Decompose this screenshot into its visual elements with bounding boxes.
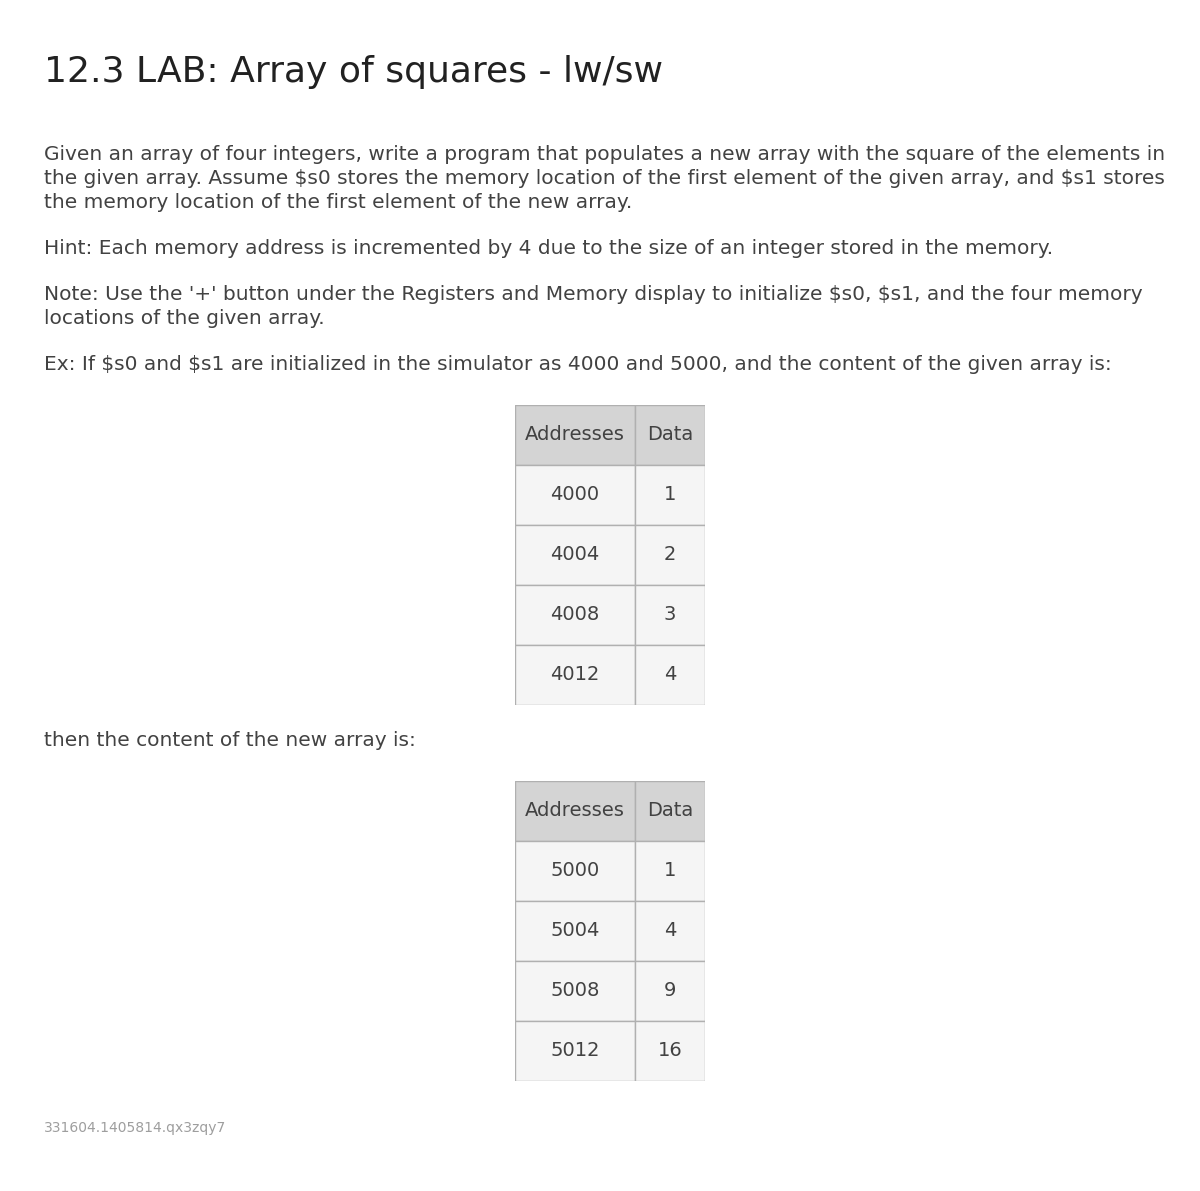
Text: 12.3 LAB: Array of squares - lw/sw: 12.3 LAB: Array of squares - lw/sw (44, 55, 662, 89)
Text: then the content of the new array is:: then the content of the new array is: (44, 731, 416, 750)
Bar (515, 841, 635, 902)
Bar (515, 781, 635, 841)
Bar (635, 525, 704, 585)
Bar (515, 961, 635, 1021)
Bar (515, 585, 635, 646)
Text: Given an array of four integers, write a program that populates a new array with: Given an array of four integers, write a… (44, 145, 1165, 164)
Text: Note: Use the '+' button under the Registers and Memory display to initialize \$: Note: Use the '+' button under the Regis… (44, 285, 1142, 304)
Text: the given array. Assume \$s0 stores the memory location of the first element of : the given array. Assume \$s0 stores the … (44, 169, 1165, 188)
Bar (635, 841, 704, 902)
Text: 9: 9 (664, 981, 676, 1000)
Bar (515, 525, 635, 585)
Bar (635, 1021, 704, 1081)
Bar (515, 902, 635, 961)
Bar (515, 464, 635, 525)
Bar (515, 646, 635, 705)
Text: Data: Data (647, 425, 694, 444)
Text: Ex: If \$s0 and \$s1 are initialized in the simulator as 4000 and 5000, and the : Ex: If \$s0 and \$s1 are initialized in … (44, 355, 1111, 374)
Text: 331604.1405814.qx3zqy7: 331604.1405814.qx3zqy7 (44, 1121, 227, 1135)
Text: 16: 16 (658, 1041, 683, 1060)
Text: 1: 1 (664, 486, 676, 505)
Text: 4000: 4000 (551, 486, 600, 505)
Text: locations of the given array.: locations of the given array. (44, 308, 325, 328)
Bar (635, 961, 704, 1021)
Text: 5004: 5004 (551, 922, 600, 941)
Text: 4008: 4008 (551, 605, 600, 624)
Text: 5000: 5000 (551, 861, 600, 880)
Text: 5008: 5008 (551, 981, 600, 1000)
Text: the memory location of the first element of the new array.: the memory location of the first element… (44, 193, 632, 212)
Text: 4004: 4004 (551, 545, 600, 565)
Text: 4: 4 (664, 922, 676, 941)
Text: Data: Data (647, 802, 694, 821)
Text: 1: 1 (664, 861, 676, 880)
Bar (635, 405, 704, 464)
Bar (515, 405, 635, 464)
Bar (635, 902, 704, 961)
Text: 2: 2 (664, 545, 676, 565)
Text: Addresses: Addresses (526, 425, 625, 444)
Bar (635, 646, 704, 705)
Text: Addresses: Addresses (526, 802, 625, 821)
Text: 4: 4 (664, 666, 676, 685)
Text: Hint: Each memory address is incremented by 4 due to the size of an integer stor: Hint: Each memory address is incremented… (44, 239, 1054, 258)
Bar (635, 464, 704, 525)
Bar (635, 781, 704, 841)
Bar (635, 585, 704, 646)
Text: 5012: 5012 (551, 1041, 600, 1060)
Bar (515, 1021, 635, 1081)
Text: 4012: 4012 (551, 666, 600, 685)
Text: 3: 3 (664, 605, 676, 624)
